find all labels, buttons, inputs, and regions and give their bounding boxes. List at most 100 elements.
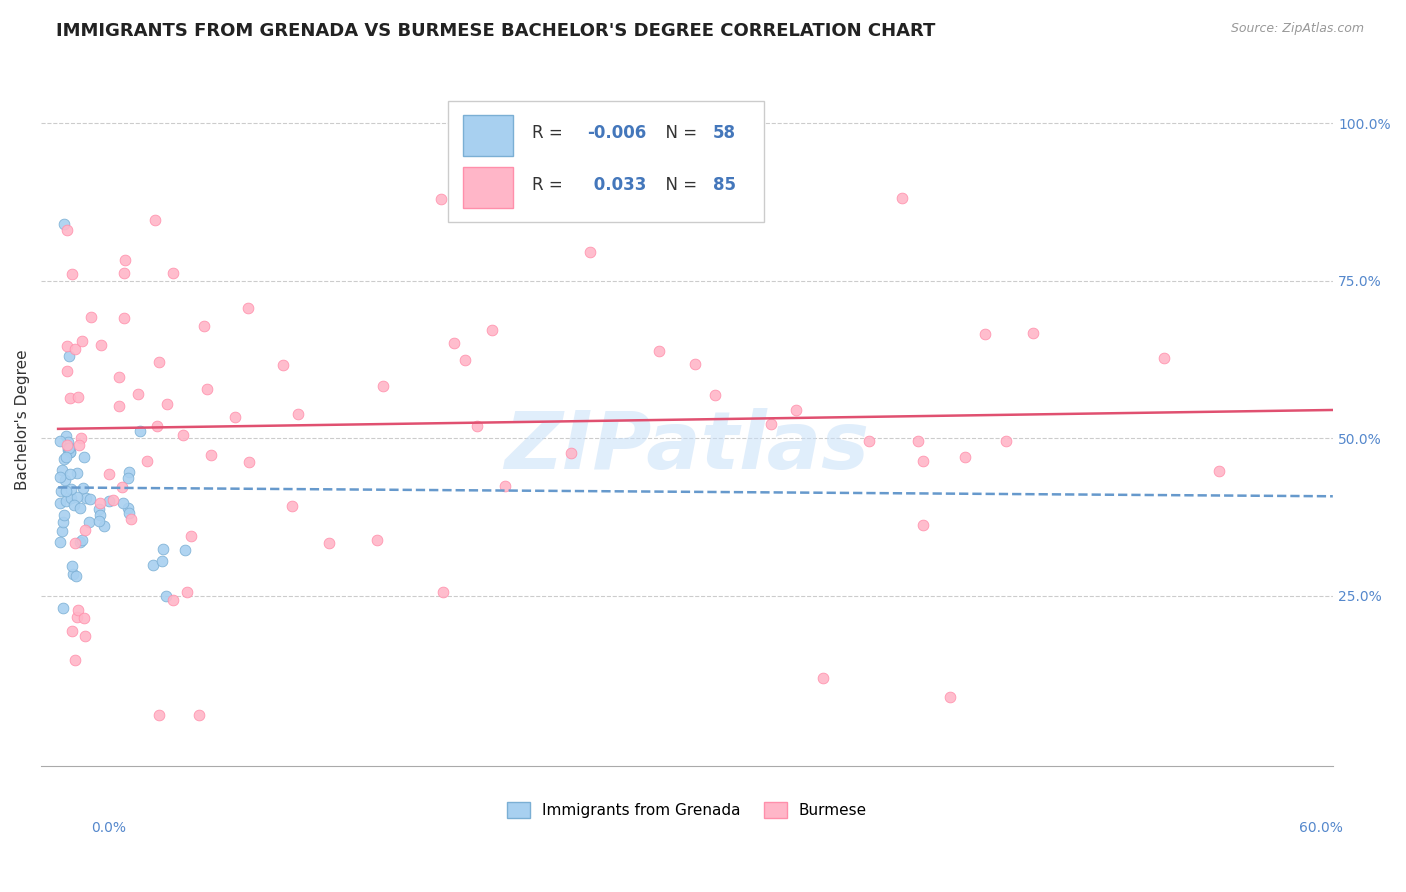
Point <box>152 542 174 557</box>
Point <box>112 311 135 326</box>
Point <box>51 600 73 615</box>
Point <box>49 496 72 510</box>
Point <box>56 443 79 458</box>
Point <box>706 135 728 149</box>
Point <box>454 352 477 367</box>
Point <box>97 467 120 481</box>
Point <box>759 417 782 431</box>
Point <box>73 450 96 464</box>
Point <box>66 603 89 617</box>
Point <box>55 222 77 236</box>
Point <box>180 529 202 543</box>
Point <box>148 355 170 369</box>
FancyBboxPatch shape <box>449 101 765 222</box>
Point <box>118 465 141 479</box>
Point <box>70 533 93 547</box>
Point <box>142 558 165 573</box>
Point <box>90 337 112 351</box>
Point <box>114 253 136 268</box>
Point <box>65 568 87 582</box>
Point <box>49 434 72 449</box>
Point <box>93 519 115 533</box>
Point <box>953 450 976 464</box>
Point <box>70 334 93 348</box>
Point <box>156 397 179 411</box>
Point <box>195 383 218 397</box>
Point <box>271 358 294 372</box>
Point <box>111 480 134 494</box>
Point <box>148 708 170 723</box>
Point <box>101 492 124 507</box>
Point <box>66 610 89 624</box>
Text: IMMIGRANTS FROM GRENADA VS BURMESE BACHELOR'S DEGREE CORRELATION CHART: IMMIGRANTS FROM GRENADA VS BURMESE BACHE… <box>56 22 935 40</box>
Point <box>560 446 582 460</box>
Point <box>62 498 84 512</box>
Text: 85: 85 <box>713 177 735 194</box>
Point <box>193 319 215 334</box>
Point <box>172 427 194 442</box>
Point <box>69 535 91 549</box>
Point <box>59 467 82 481</box>
Point <box>58 441 80 455</box>
Point <box>65 536 87 550</box>
Point <box>52 451 75 466</box>
Point <box>59 445 82 459</box>
Point <box>79 491 101 506</box>
Point <box>481 323 503 337</box>
Point <box>366 533 388 547</box>
Point <box>55 429 77 443</box>
Point <box>727 208 749 222</box>
Point <box>55 364 77 378</box>
Point <box>60 491 83 505</box>
Text: N =: N = <box>655 124 702 142</box>
Point <box>66 391 89 405</box>
Point <box>51 524 73 539</box>
Point <box>108 399 131 413</box>
FancyBboxPatch shape <box>464 114 513 156</box>
Point <box>89 508 111 522</box>
Point <box>1153 351 1175 365</box>
Point <box>49 484 72 499</box>
Point <box>59 482 82 496</box>
Point <box>224 410 246 425</box>
Point <box>1021 326 1043 340</box>
Point <box>73 629 96 643</box>
Point <box>77 515 100 529</box>
Point <box>281 499 304 513</box>
Point <box>432 584 454 599</box>
Point <box>58 442 80 456</box>
Y-axis label: Bachelor's Degree: Bachelor's Degree <box>15 349 30 490</box>
Point <box>55 450 77 464</box>
Point <box>117 500 139 515</box>
Point <box>69 501 91 516</box>
Point <box>98 494 121 508</box>
Legend: Immigrants from Grenada, Burmese: Immigrants from Grenada, Burmese <box>501 796 873 824</box>
Point <box>648 344 671 359</box>
Point <box>995 434 1018 448</box>
Text: 0.033: 0.033 <box>588 177 645 194</box>
Point <box>973 327 995 342</box>
Point <box>107 370 129 384</box>
Text: ZIPatlas: ZIPatlas <box>505 409 869 486</box>
Point <box>129 425 152 439</box>
Point <box>59 391 82 405</box>
Point <box>236 301 259 315</box>
Point <box>112 266 135 280</box>
Point <box>87 515 110 529</box>
Point <box>75 491 97 505</box>
Point <box>907 434 929 448</box>
Point <box>55 339 77 353</box>
Point <box>53 217 76 231</box>
Point <box>858 434 880 448</box>
Point <box>70 431 93 445</box>
Text: 58: 58 <box>713 124 735 142</box>
Point <box>117 470 139 484</box>
Point <box>49 470 72 484</box>
Point <box>443 336 465 351</box>
Point <box>911 518 934 533</box>
Point <box>52 515 75 529</box>
Point <box>65 653 87 667</box>
Point <box>55 438 77 452</box>
Point <box>911 454 934 468</box>
Point <box>146 419 169 434</box>
